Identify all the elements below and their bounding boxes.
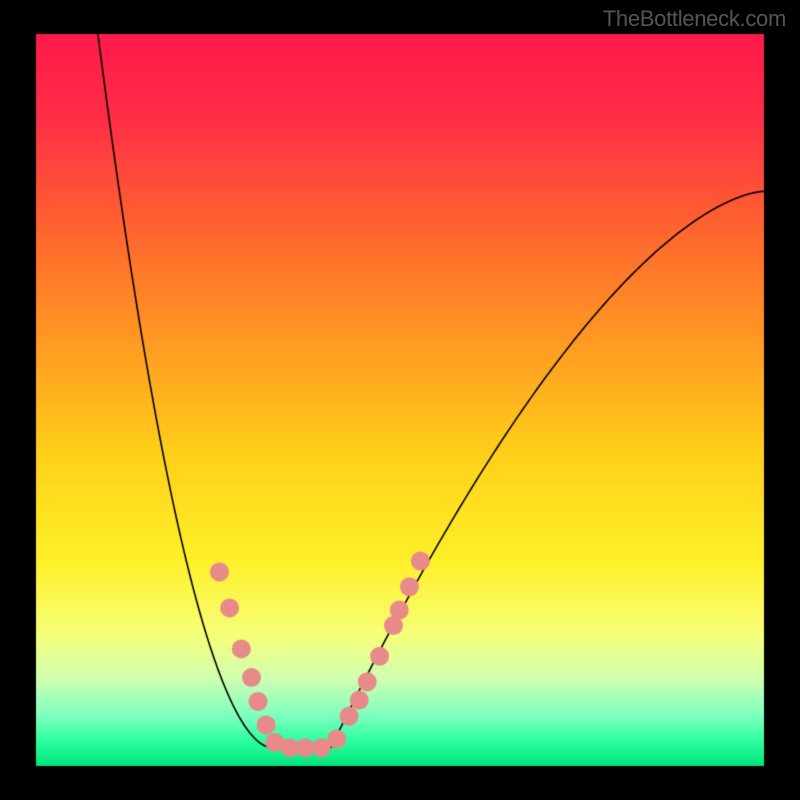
watermark-text: TheBottleneck.com [603,6,786,32]
bottleneck-chart [0,0,800,800]
